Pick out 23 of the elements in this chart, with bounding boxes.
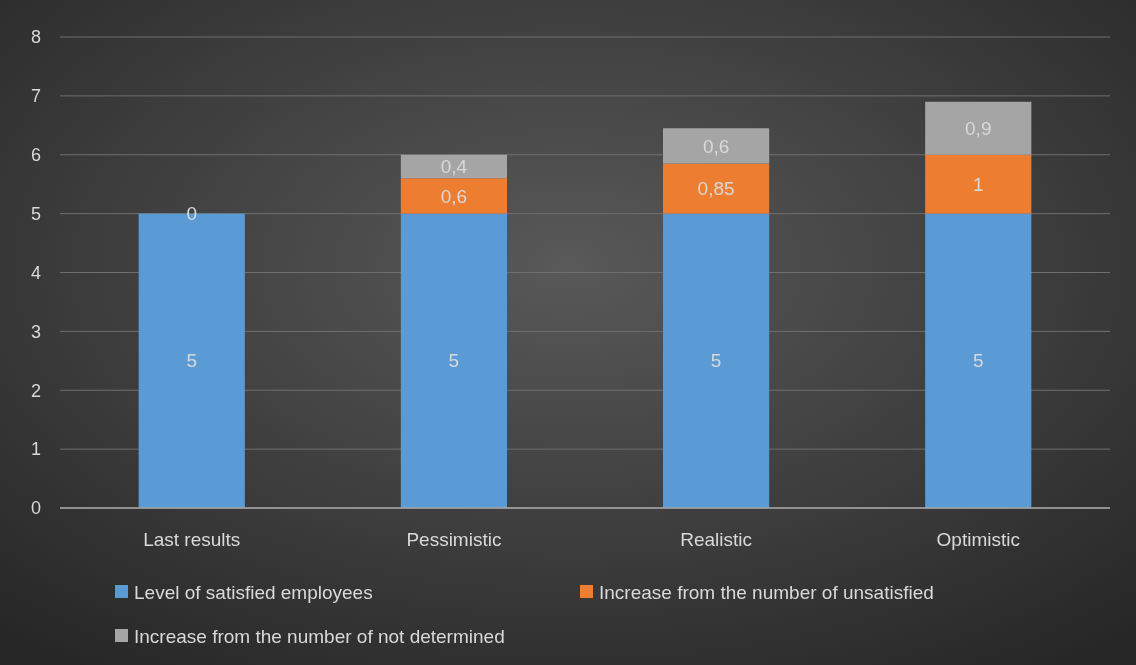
legend-label: Level of satisfied employees — [134, 581, 373, 603]
y-tick-label: 6 — [30, 145, 42, 166]
y-tick-label: 8 — [30, 27, 42, 48]
data-label: 0,85 — [697, 178, 735, 200]
x-tick-label: Last results — [143, 528, 241, 550]
data-label: 5 — [710, 350, 722, 372]
y-tick-label: 5 — [30, 203, 42, 224]
legend-label: Increase from the number of not determined — [134, 625, 505, 647]
x-tick-label: Pessimistic — [406, 528, 502, 550]
y-tick-label: 1 — [30, 439, 42, 460]
legend-label: Increase from the number of unsatisfied — [599, 581, 934, 603]
data-label: 5 — [448, 350, 460, 372]
x-tick-label: Realistic — [680, 528, 752, 550]
y-tick-label: 4 — [30, 262, 42, 283]
y-tick-label: 2 — [30, 380, 42, 401]
data-label: 1 — [972, 173, 984, 195]
x-tick-label: Optimistic — [936, 528, 1020, 550]
y-tick-label: 3 — [30, 321, 42, 342]
y-tick-label: 7 — [30, 86, 42, 107]
data-label: 5 — [972, 350, 984, 372]
y-tick-label: 0 — [30, 498, 42, 519]
data-label: 0,6 — [440, 185, 468, 207]
data-label: 5 — [186, 350, 198, 372]
